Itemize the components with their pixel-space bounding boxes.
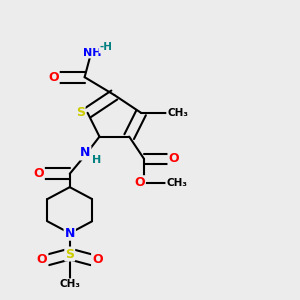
Text: O: O — [48, 71, 59, 84]
Text: NH: NH — [83, 47, 101, 58]
Text: -H: -H — [100, 43, 112, 52]
Text: O: O — [134, 176, 145, 189]
Text: S: S — [76, 106, 85, 119]
Text: O: O — [169, 152, 179, 165]
Text: N: N — [64, 227, 75, 240]
Text: CH₃: CH₃ — [167, 108, 188, 118]
Text: O: O — [37, 254, 47, 266]
Text: CH₃: CH₃ — [59, 279, 80, 289]
Text: S: S — [65, 248, 74, 260]
Text: CH₃: CH₃ — [166, 178, 187, 188]
Text: O: O — [92, 254, 103, 266]
Text: O: O — [33, 167, 44, 180]
Text: N: N — [80, 146, 90, 160]
Text: H: H — [92, 154, 101, 164]
